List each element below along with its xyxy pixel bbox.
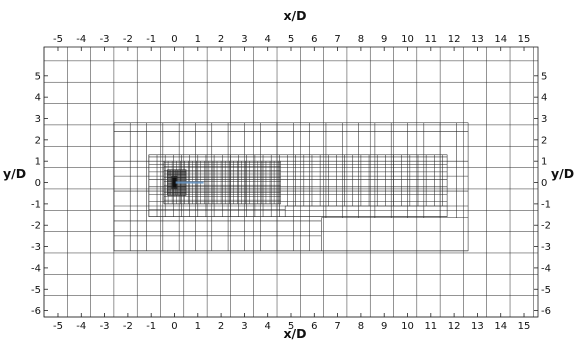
x-tick-label-top: 3 [241, 34, 247, 45]
x-tick-label-top: -3 [100, 34, 110, 45]
y-tick-label-right: 3 [541, 114, 547, 125]
x-tick-label-bottom: -4 [76, 321, 86, 332]
y-tick-label-left: 3 [35, 114, 41, 125]
x-axis-title-top: x/D [283, 8, 306, 23]
x-tick-label-top: -4 [76, 34, 86, 45]
x-tick-label-bottom: 11 [424, 321, 437, 332]
y-tick-label-right: 2 [541, 135, 547, 146]
x-tick-label-top: 9 [381, 34, 387, 45]
y-tick-label-right: 1 [541, 157, 547, 168]
x-tick-label-top: 14 [494, 34, 507, 45]
y-tick-label-left: 4 [35, 93, 41, 104]
x-tick-label-bottom: 3 [241, 321, 247, 332]
x-tick-label-bottom: 4 [265, 321, 271, 332]
y-axis-title-left: y/D [3, 166, 26, 181]
y-tick-label-left: -1 [31, 199, 41, 210]
x-tick-label-top: -5 [53, 34, 63, 45]
x-tick-label-bottom: 8 [358, 321, 364, 332]
x-tick-label-top: 13 [471, 34, 484, 45]
x-tick-label-top: 8 [358, 34, 364, 45]
y-tick-label-right: -3 [541, 242, 551, 253]
x-tick-label-top: 15 [518, 34, 531, 45]
x-tick-label-top: 5 [288, 34, 294, 45]
y-tick-label-right: -4 [541, 263, 551, 274]
x-tick-label-top: 12 [448, 34, 461, 45]
x-tick-label-top: 7 [334, 34, 340, 45]
x-tick-label-bottom: -5 [53, 321, 63, 332]
body-refinement [172, 177, 177, 188]
x-tick-label-top: 10 [401, 34, 414, 45]
x-tick-label-top: 6 [311, 34, 317, 45]
y-tick-label-right: 4 [541, 93, 547, 104]
x-tick-label-top: 0 [171, 34, 177, 45]
mesh-level-refine-3 [163, 160, 281, 205]
y-tick-label-left: -3 [31, 242, 41, 253]
x-tick-label-bottom: 2 [218, 321, 224, 332]
y-tick-label-right: 5 [541, 71, 547, 82]
x-tick-label-bottom: 10 [401, 321, 414, 332]
y-tick-label-left: -4 [31, 263, 41, 274]
x-tick-label-bottom: 1 [195, 321, 201, 332]
x-tick-label-top: 1 [195, 34, 201, 45]
x-tick-label-top: -2 [123, 34, 133, 45]
x-tick-label-bottom: 0 [171, 321, 177, 332]
y-tick-label-right: 0 [541, 178, 547, 189]
x-tick-label-bottom: 9 [381, 321, 387, 332]
x-tick-label-bottom: -1 [146, 321, 156, 332]
y-tick-label-left: -2 [31, 221, 41, 232]
x-tick-label-bottom: 5 [288, 321, 294, 332]
x-tick-label-bottom: -2 [123, 321, 133, 332]
x-tick-label-bottom: 6 [311, 321, 317, 332]
x-tick-label-bottom: 12 [448, 321, 461, 332]
y-tick-label-left: 0 [35, 178, 41, 189]
y-tick-label-left: 1 [35, 157, 41, 168]
y-tick-label-right: -2 [541, 221, 551, 232]
x-tick-label-top: 2 [218, 34, 224, 45]
x-tick-label-top: 4 [265, 34, 271, 45]
x-tick-label-bottom: 13 [471, 321, 484, 332]
y-tick-label-right: -1 [541, 199, 551, 210]
y-tick-label-right: -5 [541, 285, 551, 296]
x-tick-label-bottom: -3 [100, 321, 110, 332]
wake-refinement [175, 181, 204, 184]
y-tick-label-left: 2 [35, 135, 41, 146]
y-tick-label-right: -6 [541, 306, 551, 317]
mesh-level-refine-2 [148, 154, 448, 217]
y-tick-label-left: 5 [35, 71, 41, 82]
y-axis-title-right: y/D [551, 166, 574, 181]
x-tick-label-top: 11 [424, 34, 437, 45]
x-tick-label-bottom: 15 [518, 321, 531, 332]
x-tick-label-top: -1 [146, 34, 156, 45]
x-tick-label-bottom: 14 [494, 321, 507, 332]
y-tick-label-left: -5 [31, 285, 41, 296]
y-tick-label-left: -6 [31, 306, 41, 317]
x-tick-label-bottom: 7 [334, 321, 340, 332]
axis-ticks: -5-5-4-4-3-3-2-2-1-100112233445566778899… [31, 34, 551, 332]
x-axis-title-bottom: x/D [283, 326, 306, 340]
